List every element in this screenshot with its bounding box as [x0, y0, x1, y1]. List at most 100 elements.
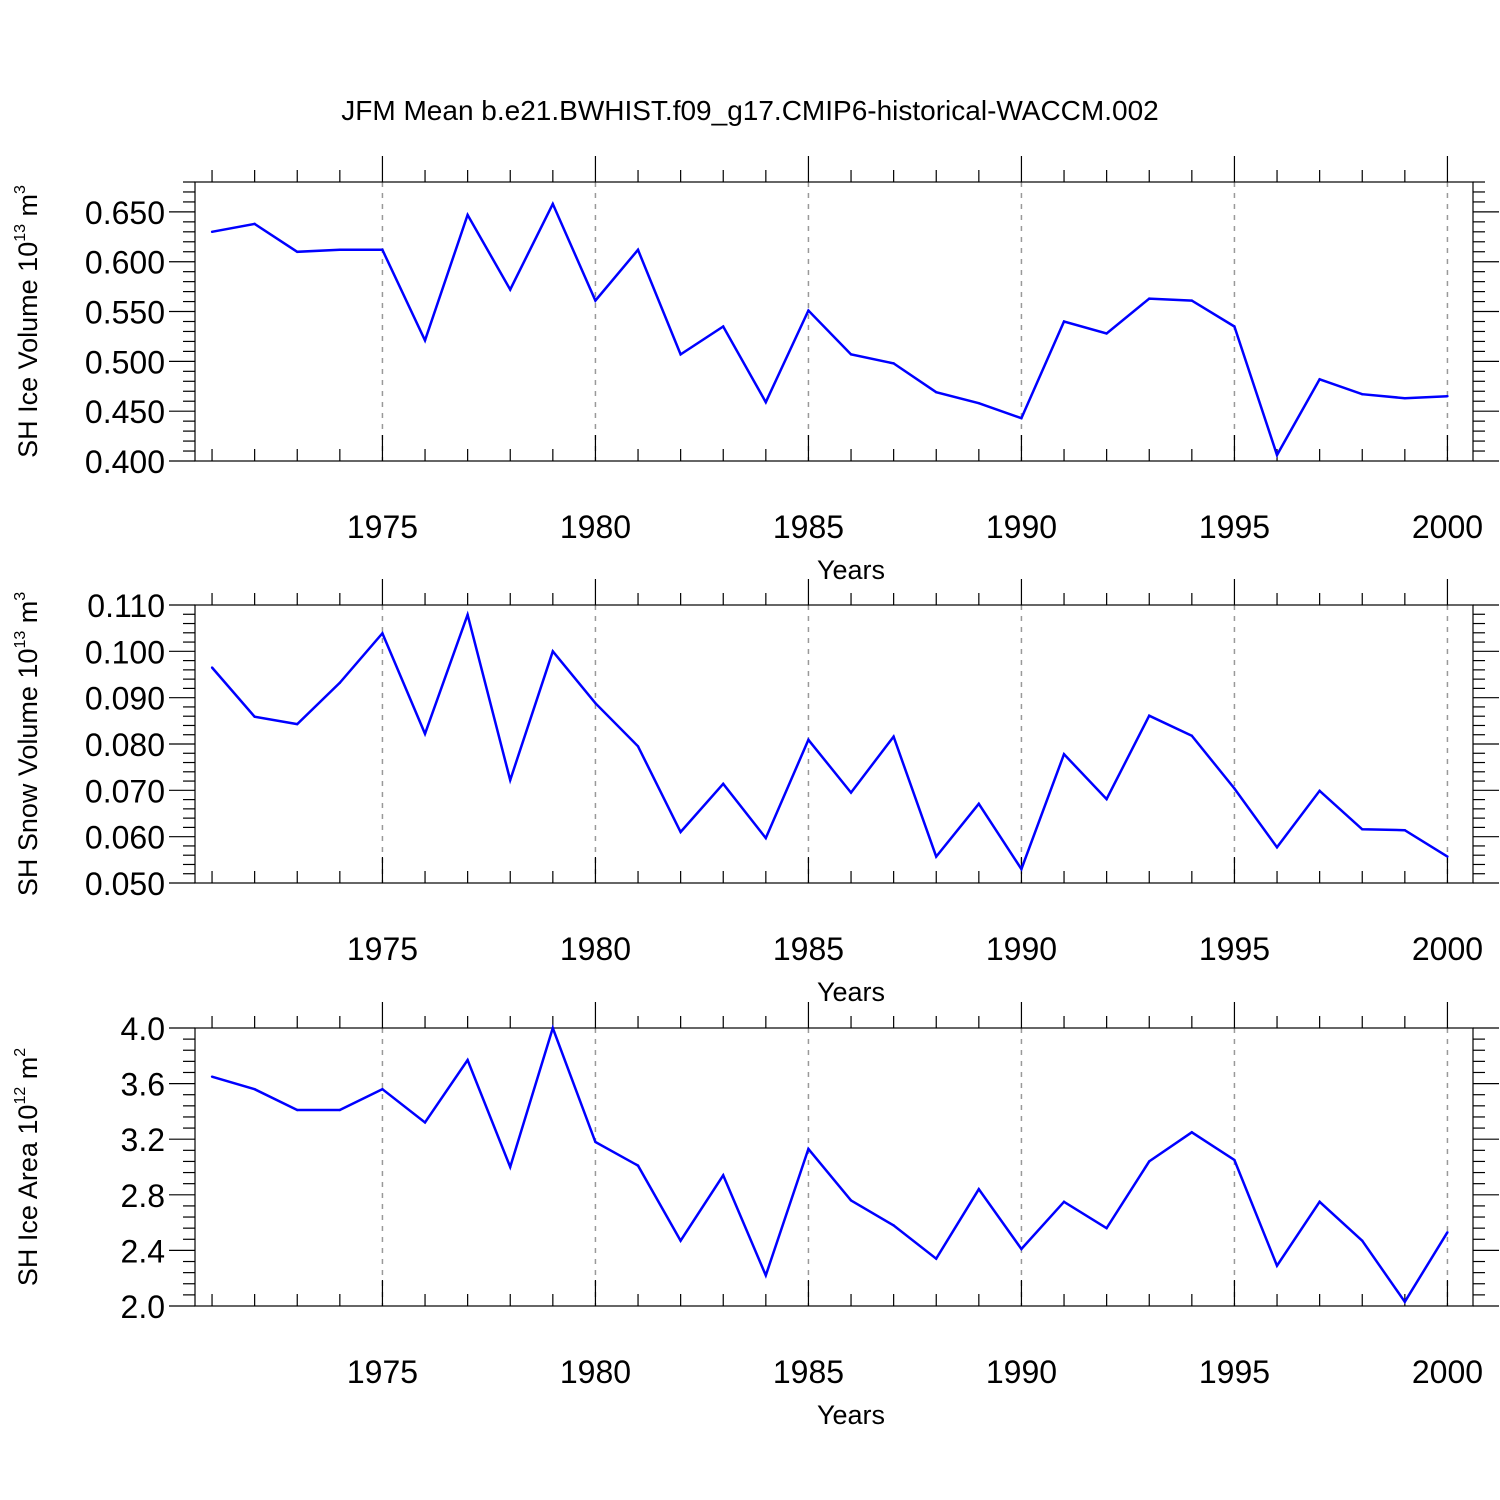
data-point: [1020, 1247, 1023, 1251]
x-tick-label: 1980: [560, 931, 631, 967]
data-point: [849, 353, 853, 356]
data-point: [1062, 1200, 1066, 1203]
data-point: [807, 738, 810, 742]
data-point: [551, 650, 555, 653]
data-point: [722, 325, 725, 328]
data-point: [253, 222, 256, 226]
plot-frame: [194, 181, 1474, 462]
data-point: [594, 702, 597, 705]
y-tick-label: 0.090: [85, 681, 165, 717]
y-axis-title: SH Snow Volume 1013 m3: [12, 592, 43, 896]
data-point: [1233, 1158, 1236, 1162]
x-tick-label: 1990: [986, 1354, 1057, 1390]
y-tick-label: 0.650: [85, 195, 165, 231]
data-point: [1446, 1231, 1449, 1234]
data-point: [1105, 1226, 1108, 1230]
y-tick-label: 0.100: [85, 634, 165, 670]
y-tick-label: 0.080: [85, 727, 165, 763]
data-point: [466, 613, 469, 616]
data-point: [679, 830, 682, 834]
data-point: [1275, 1264, 1279, 1267]
data-point: [1020, 416, 1023, 420]
data-point: [338, 248, 342, 251]
data-point: [764, 836, 768, 840]
data-point: [935, 391, 938, 394]
y-tick-label: 2.8: [121, 1178, 165, 1214]
data-point: [1062, 752, 1066, 756]
data-point: [253, 715, 256, 718]
data-point: [381, 632, 384, 635]
y-tick-label: 0.060: [85, 820, 165, 856]
y-tick-label: 3.2: [121, 1122, 165, 1158]
y-tick-label: 2.4: [121, 1233, 165, 1269]
data-point: [1446, 395, 1449, 398]
x-axis-title: Years: [817, 555, 885, 585]
data-point: [977, 402, 981, 405]
data-point: [296, 722, 299, 726]
data-point: [1233, 787, 1236, 790]
data-point: [807, 1147, 810, 1151]
data-point: [1062, 320, 1066, 323]
data-point: [423, 339, 427, 342]
y-tick-label: 3.6: [121, 1067, 165, 1103]
data-point: [636, 745, 640, 748]
data-point: [509, 778, 512, 782]
data-point: [1318, 378, 1321, 381]
data-point: [466, 1058, 469, 1062]
data-point: [1403, 397, 1407, 400]
x-tick-label: 1975: [347, 1354, 418, 1390]
data-point: [1318, 789, 1321, 792]
data-point: [849, 1199, 853, 1202]
data-point: [296, 250, 299, 253]
data-point: [1148, 1160, 1151, 1163]
x-tick-label: 1990: [986, 509, 1057, 545]
data-point: [210, 1075, 214, 1078]
data-point: [253, 1087, 256, 1091]
data-point: [679, 353, 682, 356]
y-axis-title: SH Ice Volume 1013 m3: [12, 185, 43, 458]
data-point: [1105, 332, 1108, 335]
series-line: [211, 200, 1448, 459]
data-point: [338, 1108, 342, 1112]
data-point: [1361, 828, 1364, 831]
x-tick-label: 1995: [1199, 1354, 1270, 1390]
data-point: [1275, 846, 1279, 849]
data-point: [423, 732, 427, 736]
x-tick-label: 1975: [347, 509, 418, 545]
y-tick-label: 0.500: [85, 344, 165, 380]
y-tick-label: 0.600: [85, 245, 165, 281]
x-tick-label: 1990: [986, 931, 1057, 967]
data-point: [1446, 855, 1449, 858]
data-point: [509, 288, 512, 291]
data-point: [338, 681, 342, 685]
y-tick-label: 0.110: [87, 588, 165, 624]
data-point: [1318, 1200, 1321, 1203]
data-point: [807, 309, 810, 312]
data-point: [594, 299, 597, 302]
x-tick-label: 1985: [773, 1354, 844, 1390]
data-point: [1233, 325, 1236, 328]
data-point: [1190, 734, 1194, 737]
data-point: [1105, 797, 1108, 801]
x-tick-label: 1975: [347, 931, 418, 967]
data-point: [381, 248, 384, 251]
data-point: [935, 855, 938, 858]
data-point: [892, 1224, 895, 1227]
panel-ice-volume: 0.400 0.450 0.500 0.550 0.600 0.650 1975 1980 19…: [12, 156, 1499, 585]
data-point: [381, 1087, 384, 1091]
y-tick-label: 0.070: [85, 773, 165, 809]
panels: 0.400 0.450 0.500 0.550 0.600 0.650 1975 1980 19…: [12, 156, 1499, 1430]
data-point: [977, 1188, 981, 1191]
data-point: [1148, 297, 1151, 300]
data-point: [1190, 299, 1194, 302]
data-point: [594, 1140, 597, 1144]
x-tick-label: 2000: [1412, 931, 1483, 967]
data-point: [679, 1239, 682, 1242]
data-point: [892, 735, 895, 738]
data-point: [509, 1165, 512, 1169]
data-point: [722, 1174, 725, 1177]
data-point: [551, 1026, 555, 1030]
y-tick-label: 0.550: [85, 295, 165, 331]
x-tick-label: 2000: [1412, 1354, 1483, 1390]
data-point: [1148, 714, 1151, 717]
